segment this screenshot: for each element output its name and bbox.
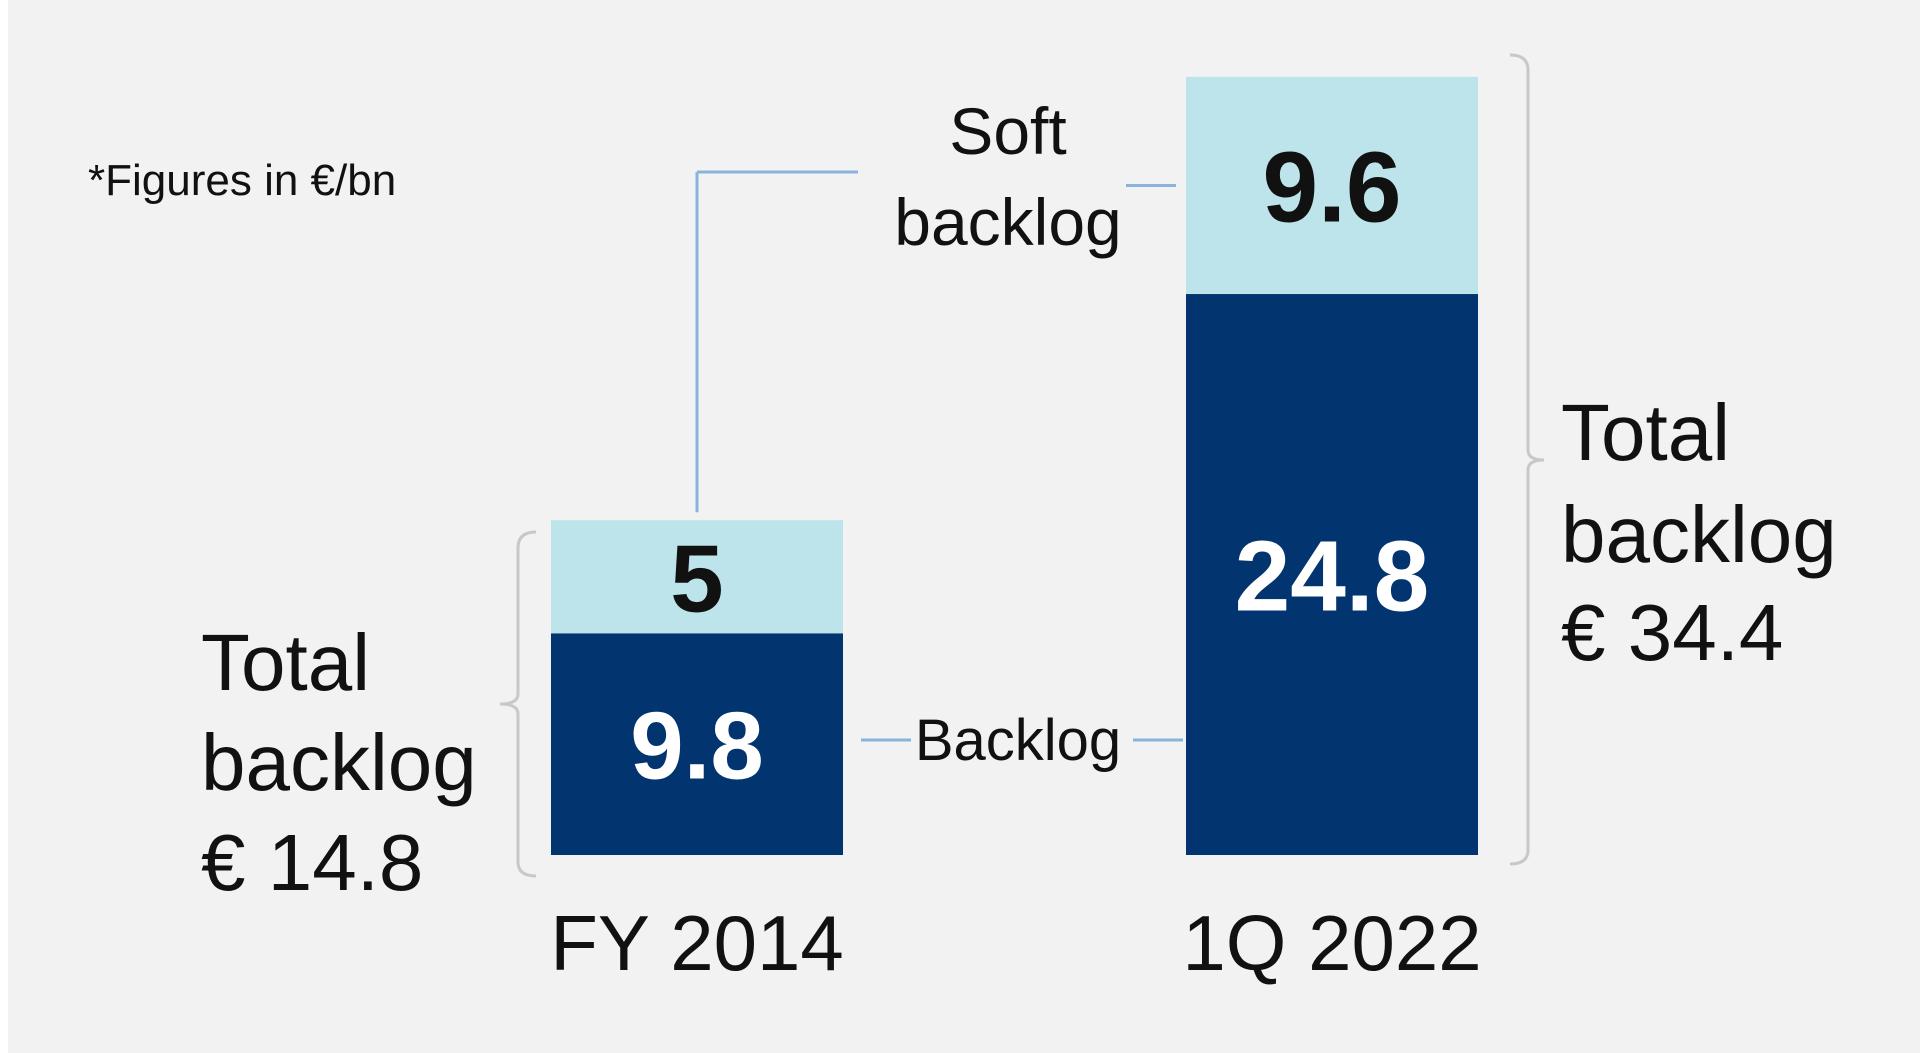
- data-label-backlog-1: 24.8: [1235, 521, 1430, 633]
- label-soft-line2: backlog: [894, 185, 1122, 259]
- total-brace-right: [1509, 53, 1545, 866]
- total-right-line2: backlog: [1561, 490, 1837, 579]
- total-left-line2: backlog: [201, 718, 477, 807]
- figures-note: *Figures in €/bn: [88, 156, 396, 205]
- x-tick-label-1: 1Q 2022: [1182, 899, 1481, 987]
- total-right-line1: Total: [1561, 388, 1730, 477]
- chart-canvas: 9.8 5 FY 2014 24.8 9.6 1Q 2022 Soft backlog Back…: [8, 0, 1920, 1053]
- bar-soft-backlog-0: [551, 520, 843, 634]
- bar-backlog-1: [1186, 294, 1478, 855]
- stacked-bar-chart: 9.8 5 FY 2014 24.8 9.6 1Q 2022 Soft backlog Back…: [88, 53, 1837, 987]
- data-label-soft-backlog-1: 9.6: [1262, 131, 1401, 243]
- total-brace-left: [499, 530, 537, 878]
- total-left-line3: € 14.8: [201, 818, 423, 907]
- bar-backlog-0: [551, 633, 843, 855]
- label-backlog: Backlog: [915, 708, 1121, 773]
- connectors-group: [695, 170, 1183, 742]
- total-left-line1: Total: [201, 618, 370, 707]
- total-right-line3: € 34.4: [1561, 588, 1783, 677]
- x-tick-label-0: FY 2014: [550, 899, 843, 987]
- data-label-backlog-0: 9.8: [630, 693, 763, 800]
- bars-group: [551, 76, 1478, 855]
- data-label-soft-backlog-0: 5: [670, 525, 723, 632]
- braces-group: [499, 53, 1545, 878]
- label-soft-line1: Soft: [949, 94, 1066, 168]
- texts-group: 9.8 5 FY 2014 24.8 9.6 1Q 2022 Soft backlog Back…: [88, 94, 1837, 987]
- bar-soft-backlog-1: [1186, 76, 1478, 295]
